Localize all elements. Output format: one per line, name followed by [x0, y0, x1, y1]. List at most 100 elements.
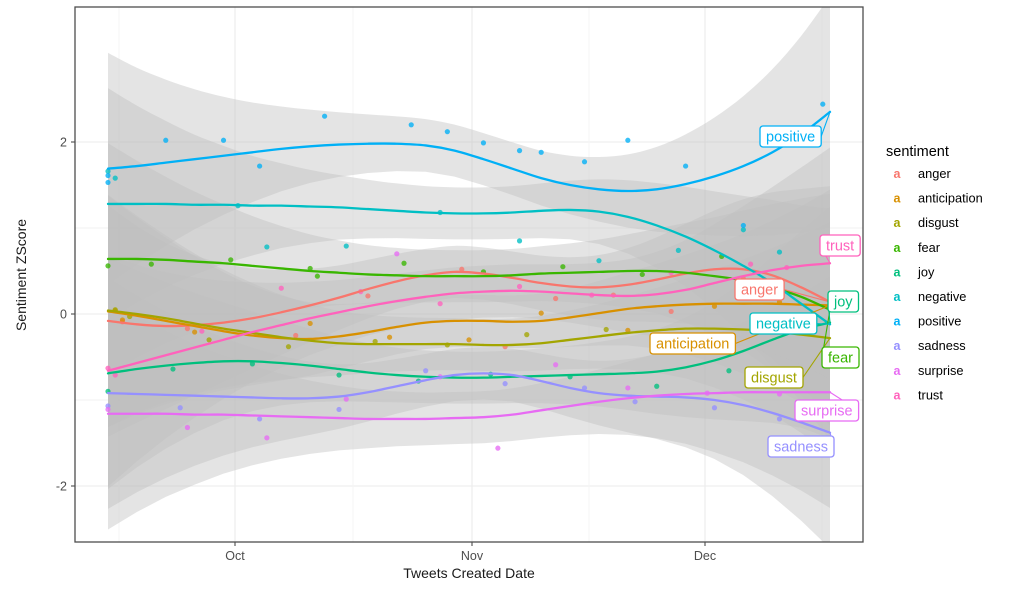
line-joy [106, 321, 832, 379]
callout-disgust: disgust [744, 366, 804, 389]
legend-item-positive[interactable]: a positive [889, 311, 961, 329]
legend-item-label: joy [917, 264, 935, 279]
legend-items: a anger a anticipation a disgust a fear a joy a neg… [889, 164, 983, 403]
point-positive [408, 122, 414, 128]
point-positive [444, 129, 450, 135]
x-tick-label: Nov [461, 549, 484, 563]
point-joy [336, 372, 342, 378]
point-anger [293, 332, 299, 339]
callout-box-sadness [767, 435, 835, 458]
point-positive [480, 140, 487, 146]
legend-item-anger[interactable]: a anger [889, 164, 951, 181]
point-positive [820, 101, 826, 107]
confidence-bands [108, 7, 830, 542]
callout-anticipation: anticipation [649, 332, 737, 355]
confidence-band-disgust [108, 194, 830, 454]
point-fear [307, 265, 313, 272]
confidence-band-negative [108, 88, 830, 441]
legend-item-joy[interactable]: a joy [889, 262, 935, 280]
point-negative [596, 258, 602, 264]
point-positive [105, 172, 111, 179]
callout-label-negative: negative [756, 316, 811, 332]
legend-item-label: negative [918, 289, 966, 304]
callout-label-fear: fear [828, 350, 853, 366]
y-tick-label: -2 [56, 480, 67, 494]
confidence-band-positive [108, 7, 830, 285]
legend-item-disgust[interactable]: a disgust [889, 213, 959, 231]
point-trust [516, 283, 523, 290]
point-anticipation [466, 337, 472, 343]
callout-fear: fear [821, 346, 860, 369]
point-negative [105, 168, 111, 174]
point-fear [228, 257, 234, 263]
legend-key-background [889, 360, 906, 378]
callout-box-anger [734, 278, 785, 301]
legend-item-anticipation[interactable]: a anticipation [889, 188, 983, 206]
point-negative [675, 247, 681, 253]
line-positive [106, 110, 832, 193]
point-positive [740, 222, 746, 229]
point-anticipation [711, 303, 718, 309]
confidence-band-anger [108, 186, 830, 437]
line-anticipation [106, 302, 832, 341]
callout-anger: anger [734, 278, 785, 301]
callout-label-joy: joy [833, 294, 853, 310]
point-fear [314, 273, 320, 279]
confidence-band-trust [108, 147, 830, 487]
legend-key-glyph: a [894, 167, 902, 181]
legend-item-negative[interactable]: a negative [889, 287, 966, 304]
point-joy [654, 383, 660, 389]
point-anticipation [386, 334, 393, 340]
legend-item-surprise[interactable]: a surprise [889, 360, 964, 378]
point-anger [184, 326, 191, 332]
legend-item-sadness[interactable]: a sadness [889, 336, 966, 354]
legend-item-label: disgust [918, 215, 959, 230]
point-trust [112, 372, 118, 378]
point-fear [639, 271, 645, 278]
callout-label-surprise: surprise [801, 403, 853, 419]
point-negative [264, 244, 270, 250]
line-negative [106, 202, 832, 326]
point-surprise [343, 396, 349, 402]
callout-label-anticipation: anticipation [656, 336, 729, 352]
x-tick-label: Dec [694, 549, 716, 563]
y-axis-title: Sentiment ZScore [13, 219, 29, 331]
point-joy [726, 368, 732, 374]
legend-item-fear[interactable]: a fear [889, 237, 941, 255]
point-trust [278, 285, 284, 291]
point-sadness [711, 405, 718, 411]
plot-panel-background [75, 7, 863, 542]
point-fear [560, 264, 566, 270]
leader-disgust [802, 337, 831, 378]
point-positive [322, 113, 328, 119]
legend-key-glyph: a [894, 241, 902, 255]
point-anticipation [538, 310, 544, 316]
point-fear [105, 263, 111, 269]
legend-item-trust[interactable]: a trust [889, 385, 943, 403]
x-tick-label: Oct [225, 549, 245, 563]
point-surprise [105, 406, 111, 413]
point-trust [199, 328, 205, 334]
legend: sentiment a anger a anticipation a disgust a fe… [886, 144, 983, 403]
callout-surprise: surprise [794, 399, 860, 422]
legend-key-background [889, 385, 906, 403]
legend-key-background [889, 336, 906, 354]
callout-positive: positive [759, 125, 822, 148]
point-sadness [581, 385, 588, 391]
point-surprise [495, 445, 501, 451]
x-axis-title: Tweets Created Date [403, 565, 535, 581]
callout-box-negative [749, 312, 818, 335]
legend-item-label: anger [918, 166, 951, 181]
legend-key-glyph: a [894, 339, 902, 353]
point-negative [343, 243, 349, 249]
point-positive [220, 137, 227, 143]
point-positive [538, 149, 544, 155]
x-axis: Oct Nov Dec [225, 542, 716, 563]
point-sadness [502, 381, 508, 387]
line-anger [106, 267, 832, 328]
y-axis: -2 0 2 [56, 136, 75, 494]
callout-label-sadness: sadness [774, 439, 828, 455]
legend-key-glyph: a [894, 388, 902, 402]
